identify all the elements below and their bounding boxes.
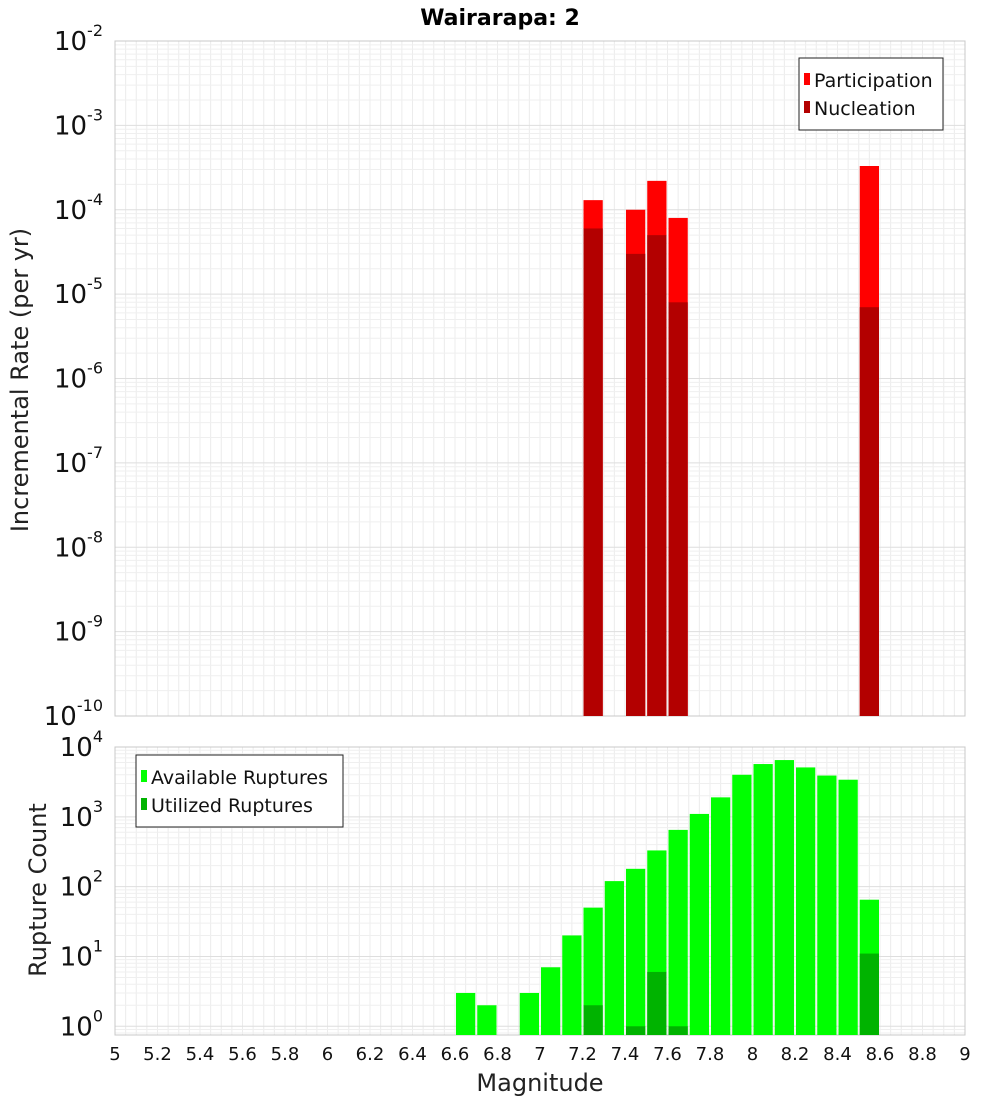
legend-item: Utilized Ruptures	[151, 795, 313, 817]
bar-nucleation	[859, 307, 879, 716]
y-tick-label: 10-5	[54, 274, 103, 310]
y-tick-label: 10-8	[54, 527, 103, 563]
y-tick-label: 10-6	[54, 359, 103, 395]
x-tick-label: 5.6	[228, 1044, 257, 1065]
bottom-y-axis-label: Rupture Count	[24, 803, 52, 977]
legend-swatch	[804, 101, 810, 113]
y-tick-label: 10-10	[44, 696, 103, 732]
bar-available-ruptures	[541, 967, 561, 1035]
y-tick-label: 104	[60, 727, 103, 763]
legend-item: Nucleation	[814, 98, 916, 120]
top-bars	[583, 166, 879, 717]
x-tick-label: 8.8	[908, 1044, 937, 1065]
top-plot-area	[114, 40, 966, 717]
x-tick-label: 6	[322, 1044, 333, 1065]
bar-available-ruptures	[711, 797, 731, 1035]
bar-available-ruptures	[774, 760, 794, 1035]
y-tick-label: 103	[60, 797, 103, 833]
bar-utilized-ruptures	[859, 953, 879, 1035]
bar-available-ruptures	[689, 813, 709, 1035]
bar-available-ruptures	[519, 992, 539, 1035]
bar-available-ruptures	[838, 779, 858, 1035]
bar-available-ruptures	[477, 1005, 497, 1035]
y-tick-label: 10-4	[54, 190, 103, 226]
x-tick-label: 7.2	[568, 1044, 597, 1065]
chart-title: Wairarapa: 2	[420, 6, 580, 31]
x-tick-label: 7	[534, 1044, 545, 1065]
bar-available-ruptures	[753, 764, 773, 1035]
y-tick-label: 10-2	[54, 21, 103, 57]
x-tick-label: 5.2	[143, 1044, 172, 1065]
x-tick-label: 6.4	[398, 1044, 427, 1065]
bar-utilized-ruptures	[668, 1026, 688, 1035]
bar-nucleation	[583, 228, 603, 716]
legend-box	[135, 754, 344, 828]
top-legend: Participation Nucleation	[798, 57, 944, 131]
bar-available-ruptures	[456, 992, 476, 1035]
x-tick-label: 8.6	[866, 1044, 895, 1065]
legend-item: Available Ruptures	[151, 767, 328, 789]
bottom-plot-area	[114, 746, 966, 1036]
top-y-ticks: 10-10 10-9 10-8 10-7 10-6 10-5 10-4 10-3 10-2	[44, 21, 103, 732]
legend-box	[798, 57, 944, 131]
x-tick-label: 6.2	[356, 1044, 385, 1065]
bottom-bars	[456, 760, 879, 1035]
x-tick-label: 8.2	[781, 1044, 810, 1065]
bar-nucleation	[647, 235, 667, 716]
bottom-legend: Available Ruptures Utilized Ruptures	[135, 754, 344, 828]
x-tick-label: 7.6	[653, 1044, 682, 1065]
bar-available-ruptures	[626, 868, 646, 1035]
bar-nucleation	[668, 302, 688, 716]
bar-available-ruptures	[583, 907, 603, 1035]
y-tick-label: 102	[60, 867, 103, 903]
bar-nucleation	[626, 253, 646, 716]
y-tick-label: 101	[60, 936, 103, 972]
x-tick-label: 7.4	[611, 1044, 640, 1065]
legend-swatch	[141, 770, 147, 782]
bar-available-ruptures	[562, 935, 582, 1035]
x-tick-label: 8.4	[823, 1044, 852, 1065]
bar-available-ruptures	[732, 774, 752, 1035]
bar-available-ruptures	[796, 767, 816, 1035]
x-tick-label: 6.8	[483, 1044, 512, 1065]
x-tick-label: 6.6	[441, 1044, 470, 1065]
y-tick-label: 10-7	[54, 443, 103, 479]
bar-available-ruptures	[668, 829, 688, 1035]
bar-utilized-ruptures	[583, 1005, 603, 1035]
x-tick-label: 5.4	[186, 1044, 215, 1065]
x-tick-label: 5.8	[271, 1044, 300, 1065]
top-y-axis-label: Incremental Rate (per yr)	[6, 228, 34, 532]
bar-available-ruptures	[604, 881, 624, 1035]
legend-item: Participation	[814, 70, 933, 92]
bar-utilized-ruptures	[647, 971, 667, 1035]
x-ticks: 5 5.2 5.4 5.6 5.8 6 6.2 6.4 6.6 6.8 7 7.2 7.4 7.6 7.8 8…	[109, 1044, 970, 1065]
bottom-y-ticks: 100 101 102 103 104	[60, 727, 103, 1042]
top-plot-grid	[114, 40, 966, 717]
bar-available-ruptures	[817, 775, 837, 1035]
x-tick-label: 5	[109, 1044, 120, 1065]
legend-swatch	[804, 73, 810, 85]
bar-utilized-ruptures	[626, 1026, 646, 1035]
y-tick-label: 100	[60, 1006, 103, 1042]
x-tick-label: 9	[959, 1044, 970, 1065]
legend-swatch	[141, 798, 147, 810]
y-tick-label: 10-9	[54, 612, 103, 648]
x-tick-label: 8	[747, 1044, 758, 1065]
x-tick-label: 7.8	[696, 1044, 725, 1065]
y-tick-label: 10-3	[54, 105, 103, 141]
x-axis-label: Magnitude	[476, 1069, 603, 1097]
